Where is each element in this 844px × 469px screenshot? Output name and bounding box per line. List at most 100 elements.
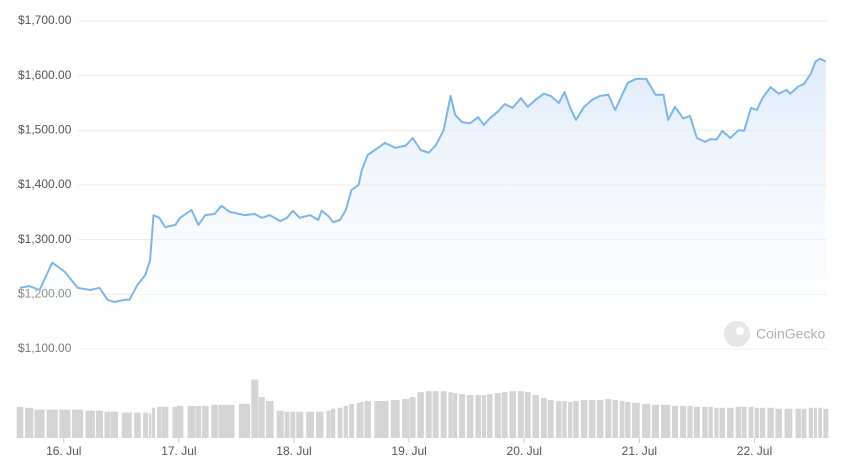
volume-bar: [326, 410, 331, 438]
volume-bar: [296, 411, 304, 438]
volume-bar: [767, 407, 774, 438]
volume-bar: [319, 411, 324, 438]
volume-bar: [134, 412, 141, 438]
volume-bar: [143, 412, 148, 438]
volume-bar: [801, 408, 807, 438]
volume-bar: [596, 399, 604, 438]
volume-bar: [187, 405, 196, 438]
volume-bar: [687, 405, 693, 438]
volume-bar: [481, 395, 487, 438]
volume-bar: [402, 399, 410, 438]
volume-bar: [466, 395, 474, 438]
volume-bar: [390, 399, 400, 438]
volume-bar: [562, 400, 567, 438]
volume-bar: [540, 398, 547, 438]
volume-bar: [161, 406, 169, 438]
volume-bar: [775, 408, 782, 438]
volume-bar: [71, 409, 84, 438]
volume-bar: [110, 411, 118, 438]
volume-bar: [432, 391, 439, 438]
y-tick-label: $1,500.00: [18, 123, 72, 137]
volume-bar: [148, 413, 152, 438]
volume-bar: [104, 411, 111, 438]
x-tick-label: 16. Jul: [46, 444, 81, 458]
volume-bar: [356, 402, 361, 438]
volume-bar: [343, 405, 348, 438]
volume-bar: [509, 391, 516, 438]
volume-bar: [625, 401, 631, 438]
volume-bar: [202, 405, 209, 438]
volume-bar: [661, 404, 666, 438]
volume-bar: [784, 408, 789, 438]
volume-bar: [619, 400, 625, 438]
volume-bar: [517, 391, 524, 438]
volume-bar: [195, 405, 202, 438]
volume-bar: [823, 408, 829, 438]
volume-bar: [666, 404, 671, 438]
y-tick-label: $1,400.00: [18, 177, 72, 191]
volume-bar: [642, 403, 651, 438]
watermark-logo-eye: [736, 327, 744, 335]
volume-bar: [211, 404, 218, 438]
volume-bar: [218, 404, 225, 438]
volume-bar: [364, 400, 371, 438]
volume-bar: [276, 410, 284, 438]
volume-bar: [813, 407, 818, 438]
volume-bar: [265, 400, 274, 438]
volume-bar: [714, 407, 719, 438]
volume-bar: [121, 412, 128, 438]
volume-bar: [501, 392, 508, 438]
volume-bar: [651, 404, 660, 438]
volume-bar: [349, 403, 354, 438]
volume-bar: [568, 401, 573, 438]
volume-bar: [157, 406, 162, 438]
volume-bar: [374, 400, 382, 438]
volume-bar: [126, 412, 132, 438]
x-tick-label: 20. Jul: [507, 444, 542, 458]
x-tick-label: 18. Jul: [276, 444, 311, 458]
volume-bar: [748, 406, 754, 438]
x-tick-label: 17. Jul: [161, 444, 196, 458]
volume-bar: [59, 409, 71, 438]
volume-bar: [448, 392, 453, 438]
volume-bar: [337, 407, 343, 438]
volume-bar: [693, 406, 700, 438]
volume-bar: [238, 403, 251, 438]
volume-bar: [788, 408, 793, 438]
x-tick-label: 19. Jul: [391, 444, 426, 458]
volume-bar: [735, 406, 742, 438]
volume-bar: [176, 405, 184, 438]
volume-bar: [453, 393, 458, 438]
volume-bar: [475, 395, 481, 438]
watermark: CoinGecko: [724, 321, 825, 347]
volume-bar: [425, 391, 432, 438]
volume-bar: [741, 406, 747, 438]
volume-bar: [727, 407, 734, 438]
y-tick-label: $1,600.00: [18, 68, 72, 82]
volume-bar: [417, 392, 424, 438]
volume-bar: [494, 393, 501, 438]
volume-bar: [46, 409, 58, 438]
price-line: [19, 57, 827, 303]
volume-bar: [409, 397, 416, 438]
watermark-text: CoinGecko: [756, 326, 825, 342]
volume-bar: [224, 404, 235, 438]
volume-bar: [524, 392, 531, 438]
volume-bar: [702, 406, 708, 438]
volume-bar: [251, 379, 259, 438]
volume-bar: [588, 399, 596, 438]
volume-bar: [795, 408, 801, 438]
volume-bar: [605, 399, 612, 438]
volume-bar: [719, 407, 725, 438]
volume-bar: [612, 399, 618, 438]
watermark-logo: [724, 321, 750, 347]
volume-bar: [556, 400, 562, 438]
x-tick-label: 21. Jul: [622, 444, 657, 458]
volume-bar: [316, 411, 321, 438]
volume-bar: [708, 406, 713, 438]
price-area: [20, 58, 826, 357]
volume-bar: [759, 407, 766, 438]
volume-bar: [808, 407, 814, 438]
volume-bar: [306, 411, 314, 438]
